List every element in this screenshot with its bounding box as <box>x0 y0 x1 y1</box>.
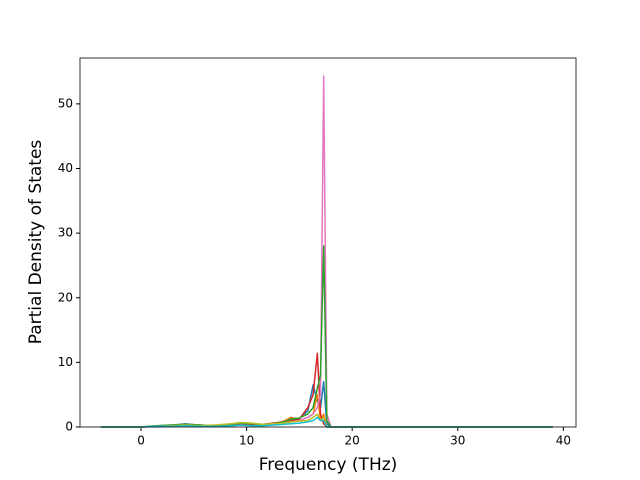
x-tick-label: 0 <box>137 434 145 448</box>
y-axis-label: Partial Density of States <box>26 140 46 345</box>
series-line <box>100 416 553 428</box>
x-axis-label: Frequency (THz) <box>259 455 398 475</box>
y-tick-label: 20 <box>58 290 73 304</box>
x-tick-label: 40 <box>556 434 571 448</box>
plot-frame <box>79 57 577 428</box>
y-tick-label: 50 <box>58 96 73 110</box>
x-tick-label: 30 <box>450 434 465 448</box>
x-tick-label: 10 <box>239 434 254 448</box>
x-tick-label: 20 <box>345 434 360 448</box>
y-tick-label: 30 <box>58 226 73 240</box>
y-tick-label: 0 <box>65 420 73 434</box>
y-tick-label: 40 <box>58 161 73 175</box>
y-tick-label: 10 <box>58 355 73 369</box>
